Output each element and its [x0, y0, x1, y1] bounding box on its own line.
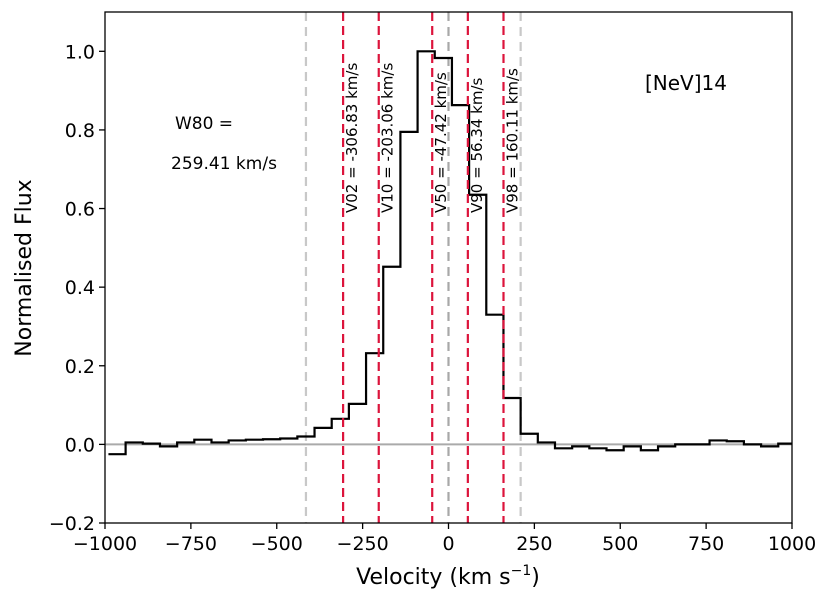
velocity-label: V50 = -47.42 km/s	[432, 72, 450, 213]
y-tick-label: 1.0	[65, 41, 95, 63]
x-tick-label: 250	[516, 533, 552, 555]
w80-value: 259.41 km/s	[171, 154, 277, 174]
y-tick-label: 0.0	[65, 434, 95, 456]
y-tick-label: 0.2	[65, 356, 95, 378]
velocity-label: V10 = -203.06 km/s	[379, 63, 397, 213]
x-axis-title: Velocity (km s−1)	[356, 563, 540, 590]
chart-title: [NeV]14	[645, 71, 727, 95]
y-axis-title: Normalised Flux	[12, 179, 37, 356]
y-tick-label: 0.8	[65, 120, 95, 142]
x-tick-label: −250	[337, 533, 389, 555]
x-tick-label: 500	[602, 533, 638, 555]
velocity-label: V02 = -306.83 km/s	[343, 63, 361, 213]
x-tick-label: 0	[442, 533, 454, 555]
x-tick-label: −750	[165, 533, 217, 555]
x-tick-label: 1000	[768, 533, 816, 555]
y-tick-label: −0.2	[49, 513, 95, 535]
flux-step-line	[108, 50, 792, 456]
velocity-label: V90 = 56.34 km/s	[468, 77, 486, 213]
x-tick-label: −1000	[73, 533, 137, 555]
x-tick-label: −500	[251, 533, 303, 555]
x-tick-label: 750	[688, 533, 724, 555]
velocity-label: V98 = 160.11 km/s	[503, 68, 521, 213]
x-axis-title-superscript: −1	[511, 563, 532, 579]
w80-label: W80 =	[175, 114, 233, 134]
y-tick-label: 0.4	[65, 277, 95, 299]
y-tick-label: 0.6	[65, 199, 95, 221]
